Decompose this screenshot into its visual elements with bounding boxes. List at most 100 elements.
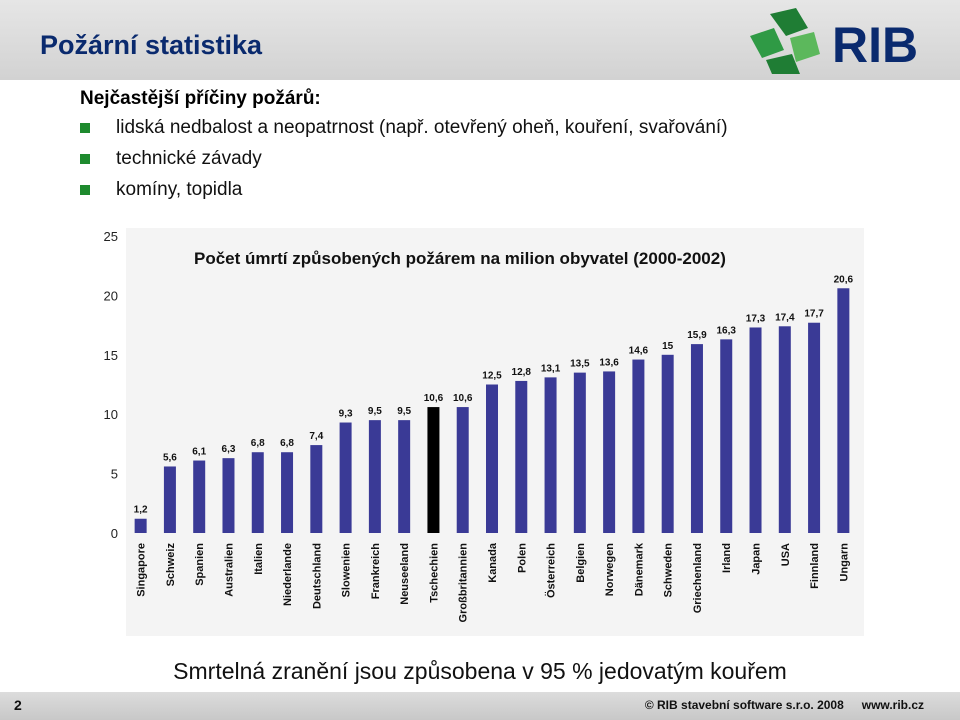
list-item: technické závady (80, 147, 728, 178)
y-tick-label: 10 (104, 407, 118, 422)
data-label: 10,6 (424, 393, 444, 404)
footer-bar: 2 © RIB stavební software s.r.o. 2008 www… (0, 692, 960, 720)
list-item-text: technické závady (116, 148, 262, 169)
x-tick-label: Frankreich (370, 543, 382, 600)
x-tick-label: Italien (253, 543, 265, 575)
bar (486, 384, 498, 533)
page-number: 2 (14, 697, 22, 713)
data-label: 9,5 (368, 406, 382, 417)
data-label: 13,5 (570, 359, 590, 370)
bar (251, 452, 264, 533)
bar (808, 322, 821, 533)
x-tick-label: Japan (751, 543, 763, 575)
bullet-square-icon (80, 154, 90, 164)
data-label: 15,9 (687, 330, 707, 341)
data-label: 6,1 (192, 447, 206, 458)
x-tick-label: Neuseeland (399, 543, 411, 605)
x-tick-label: Tschechien (428, 543, 440, 603)
logo-text: RIB (832, 17, 918, 73)
list-item-text: lidská nedbalost a neopatrnost (např. ot… (116, 117, 728, 138)
data-label: 17,7 (804, 309, 824, 320)
bar (398, 420, 411, 533)
logo-mark-right (790, 32, 820, 62)
logo-mark-bottom (766, 54, 800, 74)
bar (749, 327, 762, 533)
data-label: 1,2 (134, 505, 148, 516)
bar (720, 339, 733, 533)
copyright: © RIB stavební software s.r.o. 2008 www.r… (627, 698, 924, 712)
bar (837, 288, 850, 533)
bar (603, 371, 616, 533)
list-item-text: komíny, topidla (116, 179, 243, 200)
bar (573, 372, 586, 533)
x-tick-label: Australien (223, 543, 235, 597)
bar (632, 359, 645, 533)
x-tick-label: Finnland (809, 543, 821, 589)
list-item: lidská nedbalost a neopatrnost (např. ot… (80, 116, 728, 147)
y-tick-label: 15 (104, 348, 118, 363)
copyright-text: © RIB stavební software s.r.o. 2008 (644, 698, 844, 712)
x-tick-label: USA (780, 543, 792, 566)
x-tick-label: Singapore (136, 543, 148, 597)
x-tick-label: Deutschland (311, 543, 323, 609)
bar (134, 518, 147, 533)
bar (310, 445, 323, 533)
causes-heading: Nejčastější příčiny požárů: (80, 88, 321, 109)
y-tick-label: 20 (104, 288, 118, 303)
list-item: komíny, topidla (80, 178, 728, 209)
bar (544, 377, 557, 533)
data-label: 6,8 (251, 438, 265, 449)
x-tick-label: Schweiz (165, 543, 177, 587)
data-label: 20,6 (834, 274, 854, 285)
website-link[interactable]: www.rib.cz (861, 698, 924, 712)
bar (690, 344, 703, 533)
bullet-square-icon (80, 123, 90, 133)
bullet-square-icon (80, 185, 90, 195)
data-label: 6,3 (222, 444, 236, 455)
footer-note: Smrtelná zranění jsou způsobena v 95 % j… (173, 658, 787, 684)
causes-list: lidská nedbalost a neopatrnost (např. ot… (80, 116, 728, 209)
x-tick-label: Ungarn (838, 543, 850, 582)
data-label: 13,6 (599, 357, 619, 368)
bar (427, 407, 440, 533)
logo-mark-left (750, 28, 784, 58)
x-tick-label: Kanada (487, 542, 499, 583)
bar (661, 354, 674, 533)
bar (456, 407, 469, 533)
bar (778, 326, 791, 533)
data-label: 17,4 (775, 312, 795, 323)
x-tick-label: Großbritannien (458, 543, 470, 623)
bar (339, 422, 352, 533)
x-tick-label: Schweden (663, 543, 675, 598)
data-label: 7,4 (309, 431, 323, 442)
data-label: 12,5 (482, 371, 502, 382)
page-title: Požární statistika (40, 30, 263, 60)
bar (368, 420, 381, 533)
logo-mark-top (770, 8, 808, 36)
x-tick-label: Griechenland (692, 543, 704, 613)
rib-logo: RIB (750, 8, 918, 74)
bar (193, 460, 206, 533)
x-tick-label: Norwegen (604, 543, 616, 596)
data-label: 12,8 (512, 367, 532, 378)
y-tick-label: 25 (104, 229, 118, 244)
x-tick-label: Belgien (575, 543, 587, 583)
x-tick-label: Irland (721, 543, 733, 573)
data-label: 9,3 (339, 409, 353, 420)
bar (222, 458, 235, 533)
bar (163, 466, 176, 533)
x-tick-label: Spanien (194, 543, 206, 586)
bar (281, 452, 294, 533)
data-label: 16,3 (717, 325, 737, 336)
x-tick-label: Slowenien (341, 543, 353, 598)
chart-title: Počet úmrtí způsobených požárem na milio… (194, 249, 726, 268)
x-tick-label: Polen (516, 543, 528, 573)
data-label: 14,6 (629, 346, 649, 357)
title-bar: Požární statistika RIB (0, 0, 960, 80)
x-tick-label: Österreich (545, 543, 558, 598)
bar (515, 380, 528, 533)
y-tick-label: 5 (111, 467, 118, 482)
y-tick-label: 0 (111, 526, 118, 541)
data-label: 6,8 (280, 438, 294, 449)
data-label: 10,6 (453, 393, 473, 404)
